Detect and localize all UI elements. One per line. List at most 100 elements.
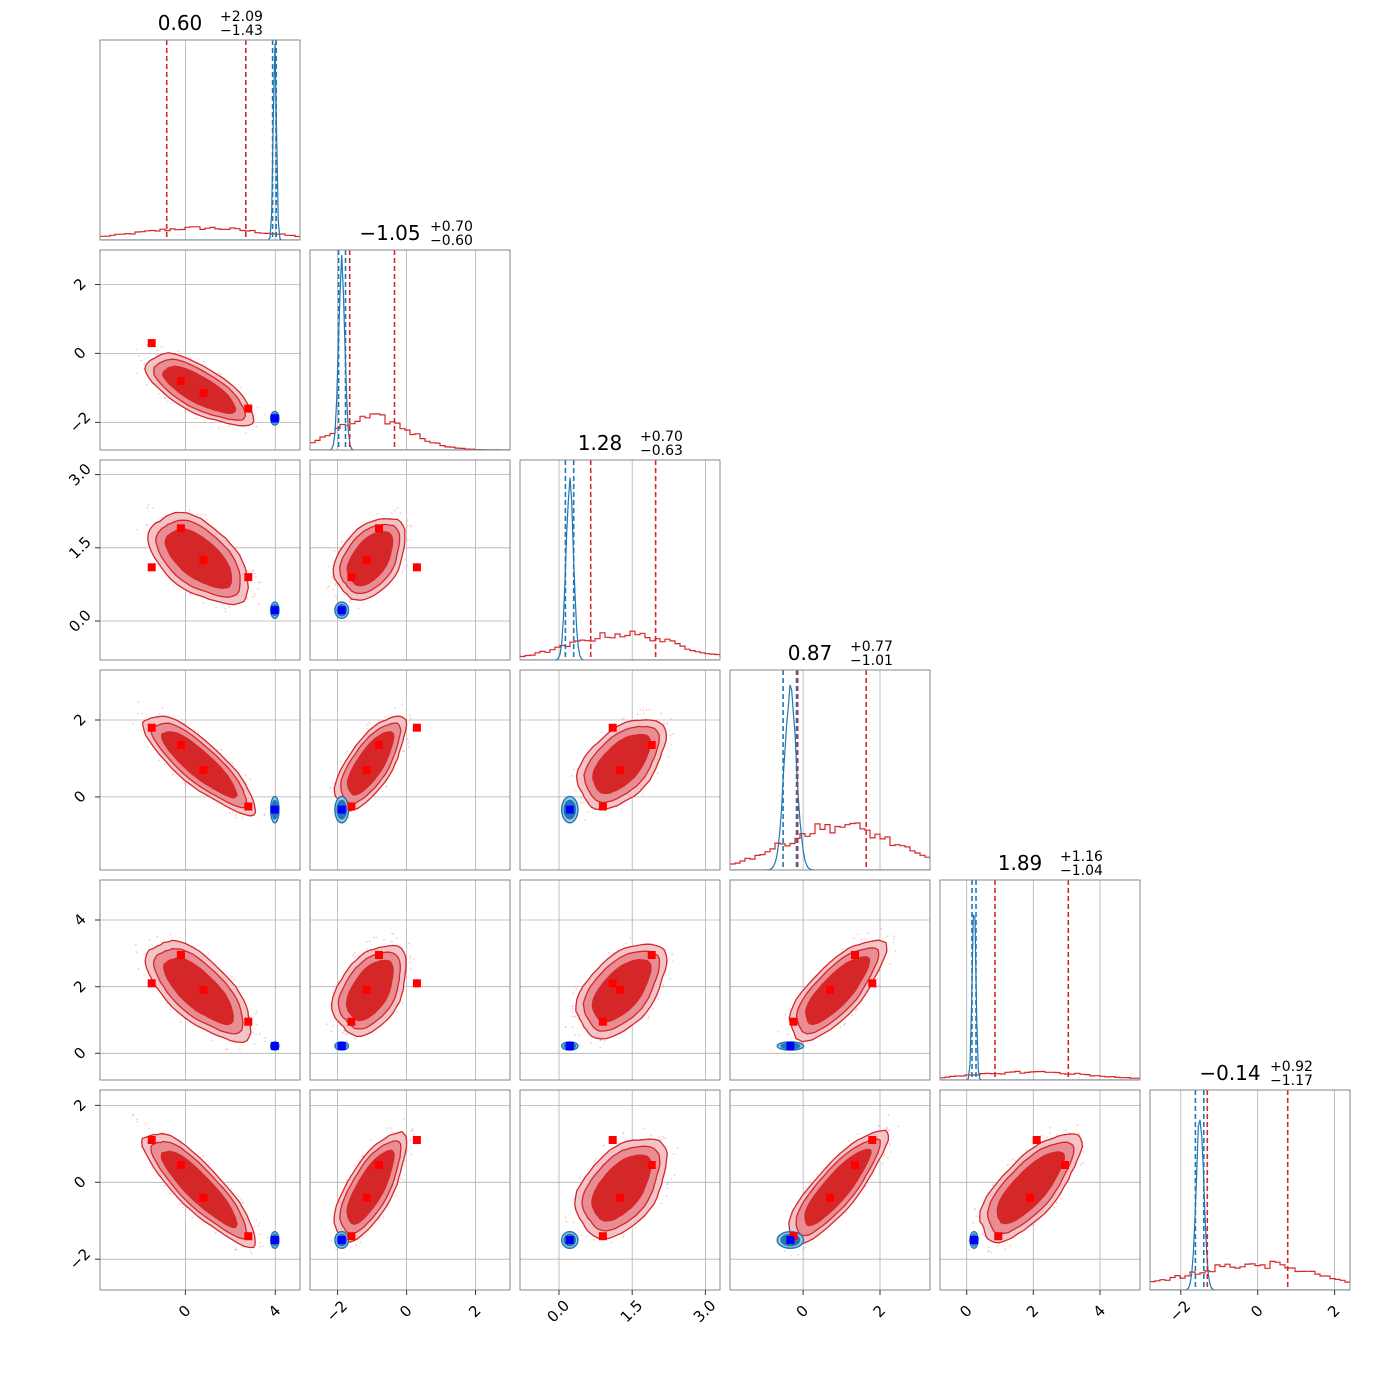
sample-marker-1 xyxy=(647,951,656,959)
sample-dot xyxy=(255,1010,258,1013)
sample-dot xyxy=(258,1221,261,1224)
sample-dot xyxy=(662,984,665,986)
panel-background xyxy=(730,670,930,870)
sample-dot xyxy=(408,942,410,945)
sample-marker-2 xyxy=(362,986,371,994)
sample-dot xyxy=(336,597,338,600)
sample-dot xyxy=(333,550,336,552)
sample-dot xyxy=(670,743,673,746)
sample-dot xyxy=(137,967,140,970)
sample-dot xyxy=(169,1192,172,1195)
histogram-wide xyxy=(940,1070,1140,1080)
sample-dot xyxy=(883,1154,886,1157)
sample-dot xyxy=(621,718,624,721)
x-tick-label: 2 xyxy=(870,1302,889,1321)
sample-dot xyxy=(215,606,218,609)
sample-dot xyxy=(255,425,258,428)
sample-marker-2 xyxy=(616,766,624,774)
sample-dot xyxy=(406,524,409,527)
panel-5-2: 0.0 1.5 3.0 xyxy=(519,1089,721,1326)
sample-dot xyxy=(244,432,247,435)
sample-dot xyxy=(407,741,410,744)
panel-title-minus: −0.60 xyxy=(430,233,473,249)
sample-dot xyxy=(325,1023,328,1025)
sample-dot xyxy=(406,737,409,740)
sample-dot xyxy=(573,1015,576,1018)
sample-dot xyxy=(204,514,206,516)
diag-panel-4: 1.89 +1.16−1.04 xyxy=(939,849,1141,1081)
sample-dot xyxy=(202,1154,205,1157)
sample-marker-1 xyxy=(1061,1161,1069,1169)
sample-dot xyxy=(255,1033,257,1036)
sample-dot xyxy=(669,734,672,737)
sample-dot xyxy=(1004,1248,1007,1250)
x-tick-label: 2 xyxy=(1023,1302,1042,1321)
sample-dot xyxy=(170,401,173,404)
panel-frame xyxy=(729,879,931,1081)
sample-dot xyxy=(571,1008,574,1010)
sample-dot xyxy=(1064,1129,1067,1132)
sample-dot xyxy=(379,1217,381,1220)
truth-marker xyxy=(270,414,279,423)
panel-frame xyxy=(519,669,721,871)
sample-dot xyxy=(880,927,883,930)
sample-dot xyxy=(607,951,610,954)
sample-dot xyxy=(252,569,255,572)
sample-marker-2 xyxy=(826,986,834,994)
contour-inner xyxy=(805,956,871,1026)
sample-dot xyxy=(377,1219,380,1221)
sample-dot xyxy=(332,992,334,994)
diag-panel-2: 1.28 +0.70−0.63 xyxy=(519,429,721,661)
sample-dot xyxy=(572,768,575,771)
sample-dot xyxy=(332,588,335,591)
sample-dot xyxy=(353,956,356,959)
sample-dot xyxy=(845,1211,847,1214)
panel-background xyxy=(310,250,510,450)
sample-marker-1 xyxy=(176,524,185,533)
sample-dot xyxy=(257,1224,260,1227)
sample-dot xyxy=(409,955,412,957)
sample-dot xyxy=(409,719,411,721)
sample-dot xyxy=(783,1250,786,1252)
sample-dot xyxy=(876,978,879,980)
sample-dot xyxy=(145,343,148,346)
sample-dot xyxy=(376,513,379,515)
histogram-narrow xyxy=(940,914,1140,1080)
sample-dot xyxy=(331,576,333,578)
sample-dot xyxy=(184,410,187,413)
truth-marker xyxy=(337,606,346,615)
sample-dot xyxy=(987,1246,990,1249)
sample-dot xyxy=(623,717,625,719)
sample-dot xyxy=(152,506,155,509)
sample-dot xyxy=(392,933,395,936)
sample-dot xyxy=(136,712,139,715)
sample-marker-1 xyxy=(176,951,185,959)
sample-dot xyxy=(255,1219,258,1222)
sample-dot xyxy=(599,1039,602,1041)
sample-dot xyxy=(878,984,880,986)
sample-marker-0 xyxy=(147,563,156,572)
contour-inner xyxy=(164,528,233,589)
sample-dot xyxy=(169,933,171,936)
sample-dot xyxy=(357,607,360,610)
histogram-wide xyxy=(310,413,510,450)
x-tick-label: −2 xyxy=(323,1297,351,1325)
sample-dot xyxy=(219,373,222,375)
sample-dot xyxy=(178,1203,181,1205)
sample-dot xyxy=(1076,1124,1079,1127)
sample-marker-0 xyxy=(147,723,156,732)
sample-dot xyxy=(593,1160,596,1163)
sample-dot xyxy=(888,1142,891,1145)
panel-title-minus: −1.01 xyxy=(850,653,893,669)
sample-dot xyxy=(867,932,870,935)
sample-dot xyxy=(143,363,146,366)
truth-marker xyxy=(270,1042,279,1050)
sample-dot xyxy=(659,1136,661,1138)
sample-marker-3 xyxy=(347,802,356,811)
sample-dot xyxy=(394,707,397,709)
sample-dot xyxy=(220,748,223,751)
truth-marker xyxy=(270,805,279,814)
sample-dot xyxy=(145,524,148,527)
sample-dot xyxy=(214,1231,217,1234)
sample-marker-0 xyxy=(147,1136,156,1144)
